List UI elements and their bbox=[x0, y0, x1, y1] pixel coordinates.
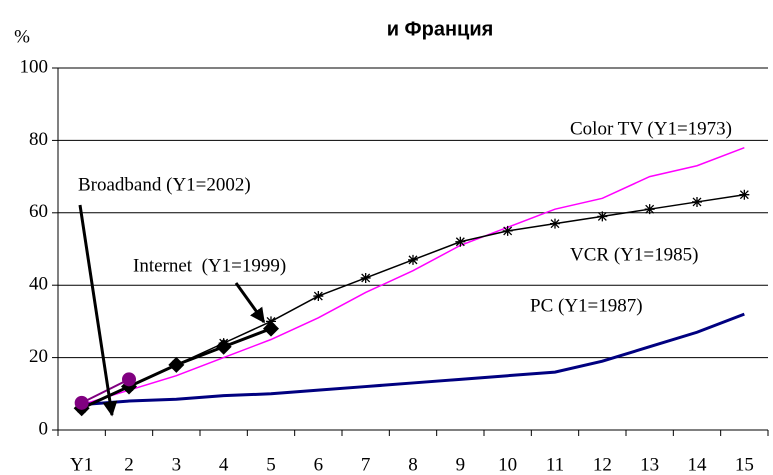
series-line bbox=[81, 193, 745, 409]
marker bbox=[122, 372, 136, 387]
series-line bbox=[81, 146, 745, 406]
y-tick-label: 60 bbox=[29, 201, 48, 222]
x-tick-label: Y1 bbox=[70, 454, 93, 475]
marker bbox=[408, 254, 418, 265]
x-tick-label: 2 bbox=[124, 454, 134, 475]
annotation: PC (Y1=1987) bbox=[530, 295, 643, 316]
x-tick-label: 8 bbox=[408, 454, 418, 475]
annotation: Internet (Y1=1999) bbox=[133, 255, 286, 276]
marker bbox=[455, 236, 466, 247]
arrow bbox=[234, 282, 266, 324]
y-tick-label: 40 bbox=[29, 274, 48, 295]
marker bbox=[263, 320, 279, 337]
marker bbox=[692, 196, 702, 207]
x-tick-label: 4 bbox=[219, 454, 229, 475]
x-tick-label: 15 bbox=[735, 454, 754, 475]
annotation: VCR (Y1=1985) bbox=[570, 244, 698, 265]
x-tick-label: 3 bbox=[172, 454, 182, 475]
marker bbox=[502, 225, 513, 236]
x-tick-label: 14 bbox=[688, 454, 708, 475]
x-tick-label: 11 bbox=[546, 454, 564, 475]
annotation: Broadband (Y1=2002) bbox=[78, 174, 251, 195]
marker bbox=[313, 291, 324, 302]
annotation: Color TV (Y1=1973) bbox=[570, 118, 732, 139]
marker bbox=[644, 204, 655, 215]
marker bbox=[168, 356, 185, 373]
x-tick-label: 5 bbox=[266, 454, 276, 475]
x-tick-label: 7 bbox=[361, 454, 371, 475]
x-tick-label: 13 bbox=[640, 454, 659, 475]
marker bbox=[215, 338, 232, 355]
chart-title: и Франция bbox=[387, 18, 494, 40]
arrow bbox=[78, 204, 118, 417]
series-line bbox=[81, 378, 130, 404]
marker bbox=[739, 189, 750, 200]
y-tick-label: 20 bbox=[29, 346, 48, 367]
marker bbox=[74, 395, 89, 410]
x-tick-label: 12 bbox=[593, 454, 612, 475]
marker bbox=[550, 218, 560, 229]
series-line bbox=[81, 312, 745, 407]
marker bbox=[597, 211, 608, 222]
x-tick-label: 9 bbox=[456, 454, 466, 475]
x-tick-label: 10 bbox=[498, 454, 517, 475]
y-axis-label: % bbox=[14, 26, 30, 47]
y-tick-label: 0 bbox=[39, 418, 49, 439]
marker bbox=[360, 272, 371, 283]
y-tick-label: 100 bbox=[20, 56, 49, 77]
x-tick-label: 6 bbox=[314, 454, 324, 475]
y-tick-label: 80 bbox=[29, 129, 48, 150]
